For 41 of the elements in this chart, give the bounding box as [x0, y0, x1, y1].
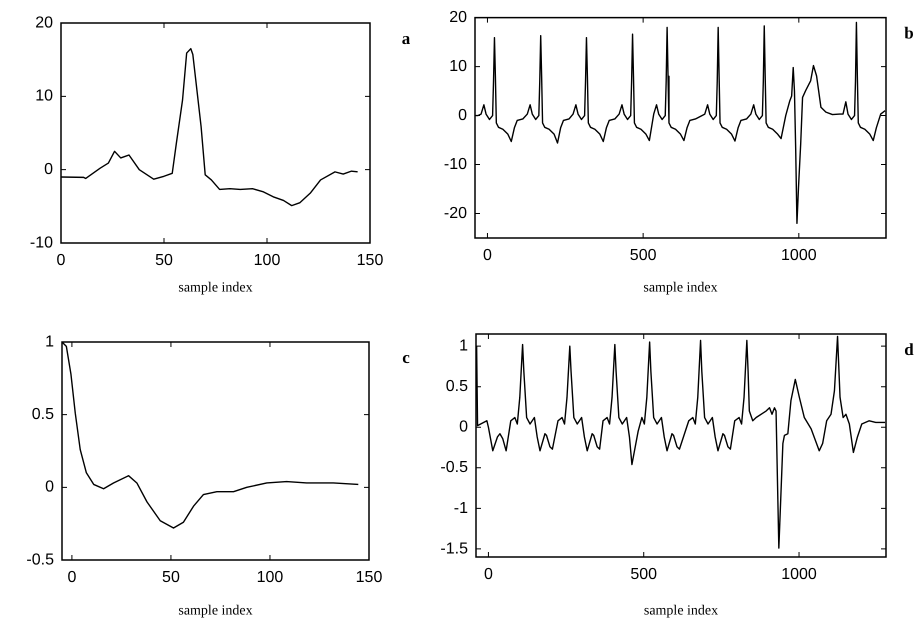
y-tick-label: 0: [45, 478, 54, 496]
y-tick-label: 20: [449, 9, 468, 26]
x-tick-label: 500: [630, 566, 658, 584]
x-tick-label: 0: [67, 569, 76, 586]
y-tick-label: 0: [44, 161, 54, 178]
y-tick-label: 1: [45, 333, 54, 350]
y-tick-label: 1: [459, 338, 468, 355]
y-tick-label: -0.5: [26, 551, 54, 568]
x-tick-label: 500: [630, 247, 657, 264]
text: c: [402, 348, 410, 367]
x-tick-label: 150: [356, 569, 382, 586]
y-tick-label: 10: [35, 88, 54, 105]
y-tick-label: 0: [458, 106, 468, 124]
y-tick-label: -1: [454, 500, 468, 517]
x-axis-title: sample index: [178, 280, 253, 296]
y-tick-label: 20: [35, 14, 54, 32]
x-tick-label: 1000: [781, 247, 817, 264]
x-axis-title: sample index: [643, 280, 718, 296]
y-tick-label: -10: [30, 234, 54, 252]
x-axis-title: sample index: [644, 603, 718, 618]
y-tick-label: -20: [444, 204, 468, 222]
y-tick-label: -10: [444, 156, 468, 173]
x-axis-title: sample index: [178, 603, 253, 618]
x-tick-label: 50: [162, 569, 180, 586]
y-tick-label: 0: [459, 418, 468, 436]
text: b: [904, 23, 914, 42]
x-tick-label: 100: [254, 252, 280, 270]
text: d: [904, 340, 914, 359]
x-tick-label: 1000: [781, 566, 817, 584]
text: a: [402, 28, 411, 48]
y-tick-label: 0.5: [446, 378, 468, 396]
y-tick-label: 10: [449, 58, 468, 75]
x-tick-label: 0: [483, 247, 492, 264]
x-tick-label: 0: [484, 566, 493, 584]
x-tick-label: 0: [56, 252, 66, 270]
y-tick-label: -1.5: [440, 540, 468, 558]
x-tick-label: 100: [256, 569, 284, 586]
y-tick-label: 0.5: [32, 406, 54, 424]
x-tick-label: 150: [356, 252, 384, 270]
x-tick-label: 50: [155, 252, 173, 270]
y-tick-label: -0.5: [440, 459, 468, 476]
